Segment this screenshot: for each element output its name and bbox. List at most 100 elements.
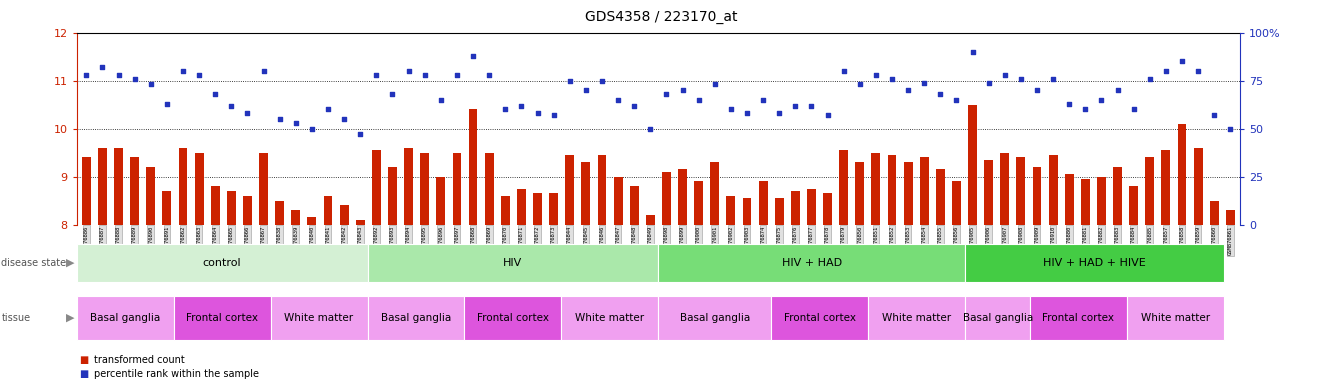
Point bbox=[253, 68, 274, 74]
Point bbox=[205, 91, 226, 97]
Point bbox=[382, 91, 403, 97]
Bar bbox=[178, 148, 188, 225]
Point bbox=[849, 81, 870, 88]
Point bbox=[1075, 106, 1096, 113]
Point bbox=[270, 116, 291, 122]
Bar bbox=[1081, 179, 1089, 225]
Bar bbox=[485, 153, 493, 225]
Point bbox=[301, 126, 323, 132]
Bar bbox=[243, 196, 253, 225]
Bar bbox=[98, 148, 107, 225]
Bar bbox=[772, 296, 869, 340]
Bar bbox=[629, 186, 639, 225]
Bar bbox=[1048, 155, 1058, 225]
Point bbox=[768, 110, 789, 116]
Point bbox=[656, 91, 677, 97]
Bar bbox=[82, 157, 91, 225]
Bar bbox=[259, 153, 268, 225]
Bar bbox=[275, 201, 284, 225]
Point bbox=[559, 78, 580, 84]
Bar bbox=[806, 189, 816, 225]
Point bbox=[705, 81, 726, 88]
Point bbox=[398, 68, 419, 74]
Point bbox=[1187, 68, 1208, 74]
Point bbox=[221, 103, 242, 109]
Text: GDS4358 / 223170_at: GDS4358 / 223170_at bbox=[584, 10, 738, 23]
Point bbox=[124, 76, 145, 82]
Bar bbox=[468, 109, 477, 225]
Point bbox=[430, 97, 451, 103]
Point bbox=[140, 81, 161, 88]
Point bbox=[156, 101, 177, 107]
Point bbox=[527, 110, 549, 116]
Bar bbox=[566, 155, 574, 225]
Bar bbox=[871, 153, 880, 225]
Bar bbox=[1017, 157, 1026, 225]
Point bbox=[1010, 76, 1031, 82]
Bar bbox=[743, 198, 751, 225]
Bar bbox=[965, 296, 1030, 340]
Bar bbox=[436, 177, 446, 225]
Point bbox=[543, 112, 564, 118]
Point bbox=[833, 68, 854, 74]
Bar bbox=[147, 167, 155, 225]
Bar bbox=[368, 296, 464, 340]
Text: Frontal cortex: Frontal cortex bbox=[784, 313, 855, 323]
Bar bbox=[77, 296, 173, 340]
Bar bbox=[291, 210, 300, 225]
Point bbox=[640, 126, 661, 132]
Bar bbox=[549, 194, 558, 225]
Bar bbox=[855, 162, 865, 225]
Point bbox=[1171, 58, 1192, 65]
Point bbox=[591, 78, 612, 84]
Bar bbox=[420, 153, 430, 225]
Bar bbox=[985, 160, 993, 225]
Bar bbox=[965, 244, 1224, 282]
Bar bbox=[710, 162, 719, 225]
Text: disease state: disease state bbox=[1, 258, 66, 268]
Bar bbox=[658, 296, 772, 340]
Bar bbox=[1064, 174, 1073, 225]
Text: White matter: White matter bbox=[575, 313, 644, 323]
Bar bbox=[658, 244, 965, 282]
Bar bbox=[1210, 201, 1219, 225]
Point bbox=[350, 131, 371, 137]
Point bbox=[1124, 106, 1145, 113]
Point bbox=[494, 106, 516, 113]
Point bbox=[1059, 101, 1080, 107]
Bar bbox=[452, 153, 461, 225]
Bar bbox=[194, 153, 204, 225]
Bar bbox=[1097, 177, 1107, 225]
Bar bbox=[1145, 157, 1154, 225]
Bar bbox=[791, 191, 800, 225]
Point bbox=[929, 91, 951, 97]
Bar bbox=[368, 244, 658, 282]
Point bbox=[414, 72, 435, 78]
Text: White matter: White matter bbox=[1141, 313, 1210, 323]
Bar bbox=[775, 198, 784, 225]
Point bbox=[978, 79, 999, 86]
Bar bbox=[356, 220, 365, 225]
Point bbox=[479, 72, 500, 78]
Point bbox=[108, 72, 130, 78]
Point bbox=[1140, 76, 1161, 82]
Bar bbox=[613, 177, 623, 225]
Point bbox=[463, 53, 484, 59]
Point bbox=[366, 72, 387, 78]
Bar bbox=[271, 296, 368, 340]
Bar bbox=[131, 157, 139, 225]
Bar bbox=[1113, 167, 1122, 225]
Point bbox=[882, 76, 903, 82]
Point bbox=[817, 112, 838, 118]
Point bbox=[1220, 126, 1241, 132]
Bar bbox=[308, 217, 316, 225]
Bar bbox=[839, 150, 849, 225]
Bar bbox=[759, 182, 768, 225]
Bar bbox=[869, 296, 965, 340]
Point bbox=[624, 103, 645, 109]
Point bbox=[801, 103, 822, 109]
Bar bbox=[324, 196, 332, 225]
Bar bbox=[517, 189, 526, 225]
Bar bbox=[678, 169, 687, 225]
Point bbox=[945, 97, 966, 103]
